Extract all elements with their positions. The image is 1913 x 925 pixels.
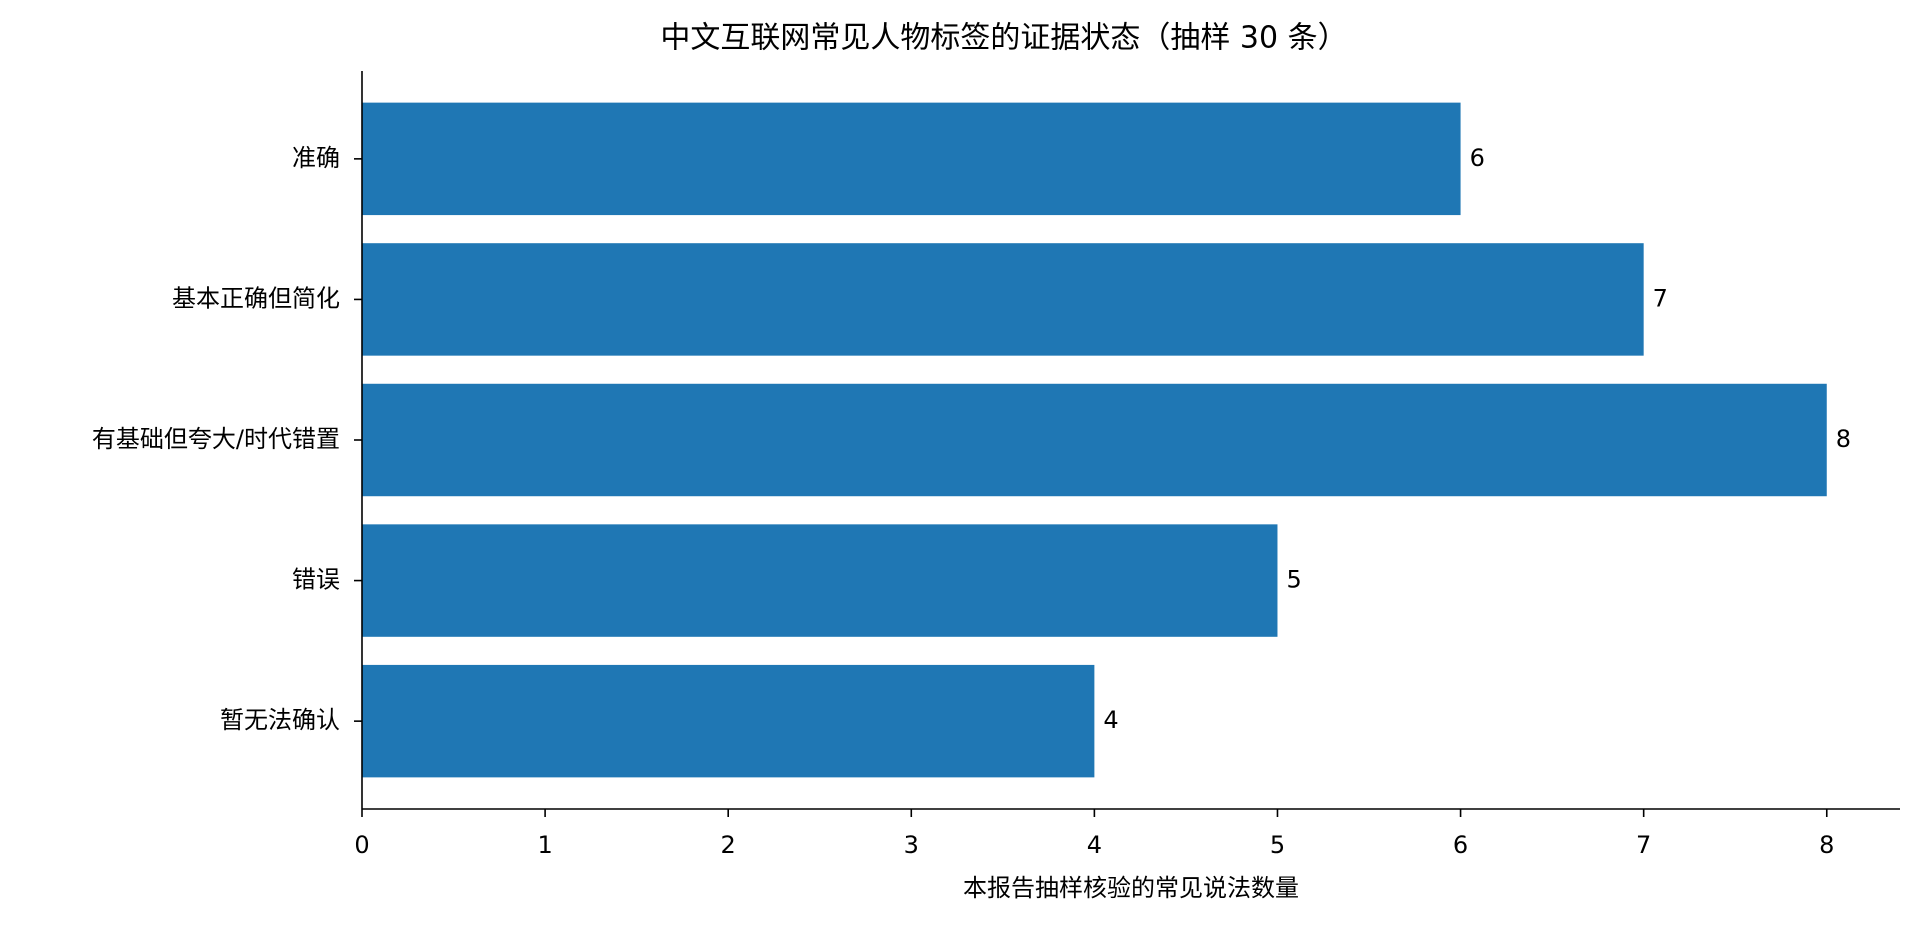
bar (362, 243, 1644, 356)
bar (362, 102, 1461, 216)
y-tick-label: 准确 (292, 144, 340, 172)
value-label: 5 (1286, 566, 1301, 594)
bar (362, 524, 1278, 637)
y-tick-label: 有基础但夸大/时代错置 (92, 425, 340, 453)
value-label: 8 (1836, 425, 1851, 453)
y-tick-label: 错误 (292, 566, 340, 594)
x-tick-label: 0 (354, 831, 369, 859)
y-tick-label: 暂无法确认 (220, 706, 340, 734)
x-tick-label: 7 (1636, 831, 1651, 859)
value-label: 6 (1470, 144, 1485, 172)
x-tick-label: 5 (1270, 831, 1285, 859)
chart-title: 中文互联网常见人物标签的证据状态（抽样 30 条） (660, 21, 1347, 56)
x-tick-label: 4 (1087, 831, 1102, 859)
x-tick-label: 1 (537, 831, 552, 859)
x-tick-label: 8 (1819, 831, 1834, 859)
x-axis-label: 本报告抽样核验的常见说法数量 (963, 874, 1299, 902)
x-tick-label: 3 (904, 831, 919, 859)
x-tick-label: 6 (1453, 831, 1468, 859)
value-label: 4 (1103, 706, 1118, 734)
bar (362, 664, 1095, 778)
value-label: 7 (1653, 284, 1668, 312)
bar (362, 383, 1827, 497)
x-tick-label: 2 (721, 831, 736, 859)
y-tick-label: 基本正确但简化 (172, 284, 340, 312)
